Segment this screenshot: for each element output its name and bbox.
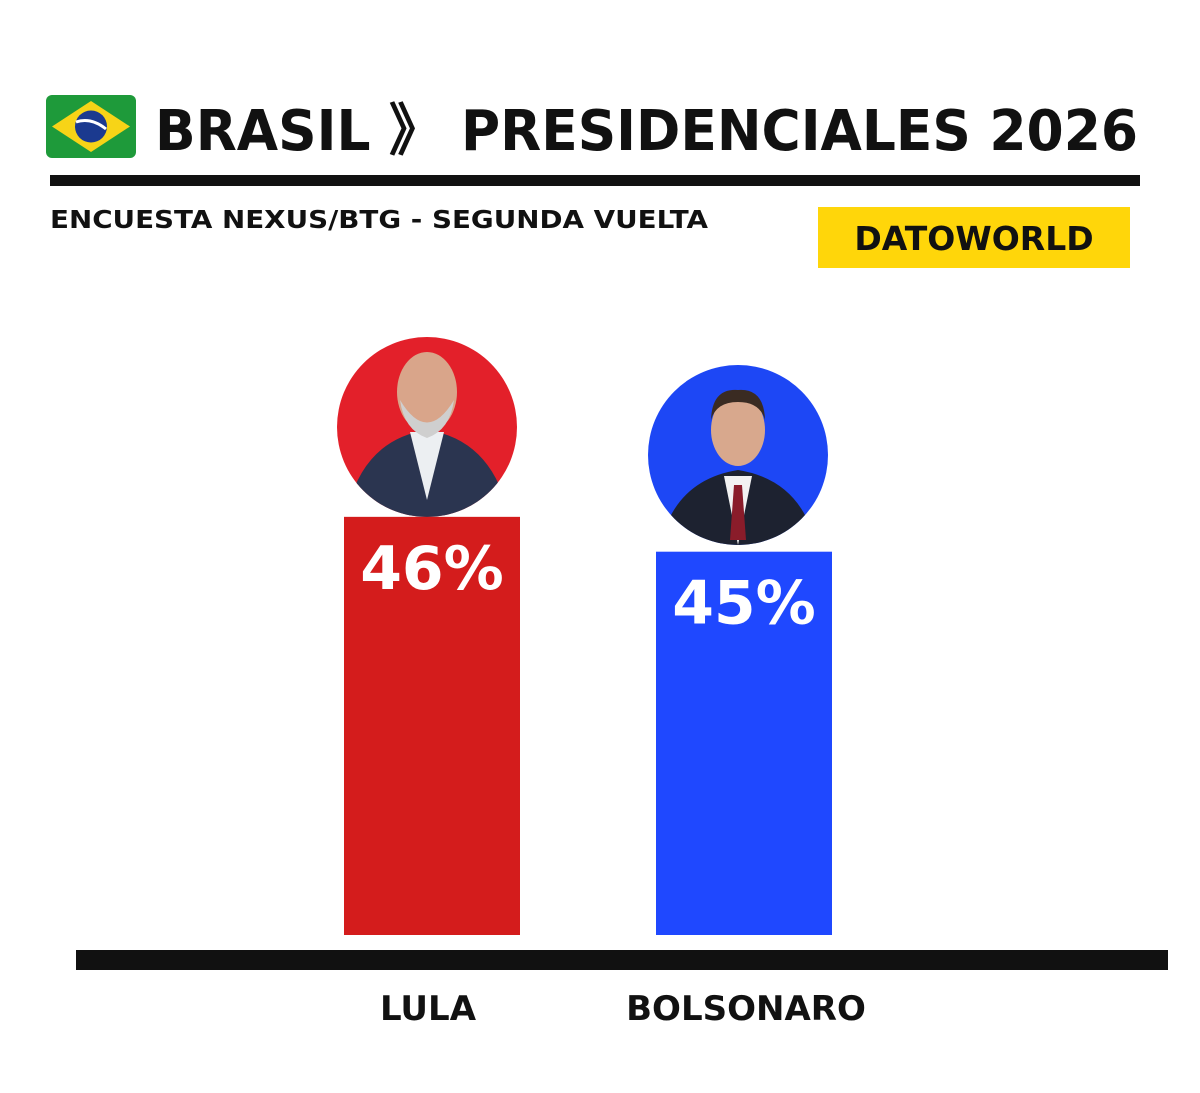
chart-title: BRASIL 》 PRESIDENCIALES 2026 [155,99,1138,164]
subtitle: ENCUESTA NEXUS/BTG - SEGUNDA VUELTA [50,205,709,234]
x-tick-label: LULA [380,989,477,1029]
bar [344,516,520,935]
bar [656,551,832,935]
source: DATOWORLD [854,219,1093,258]
baseline [76,950,1168,970]
source-box [818,207,1130,268]
value-label: 46% [360,534,504,604]
x-tick-label: BOLSONARO [626,989,866,1029]
photo-bolsonaro [648,365,828,545]
flag [46,95,136,158]
value-label: 45% [672,569,816,639]
photo-lula [337,337,517,517]
title-rule [50,175,1140,186]
